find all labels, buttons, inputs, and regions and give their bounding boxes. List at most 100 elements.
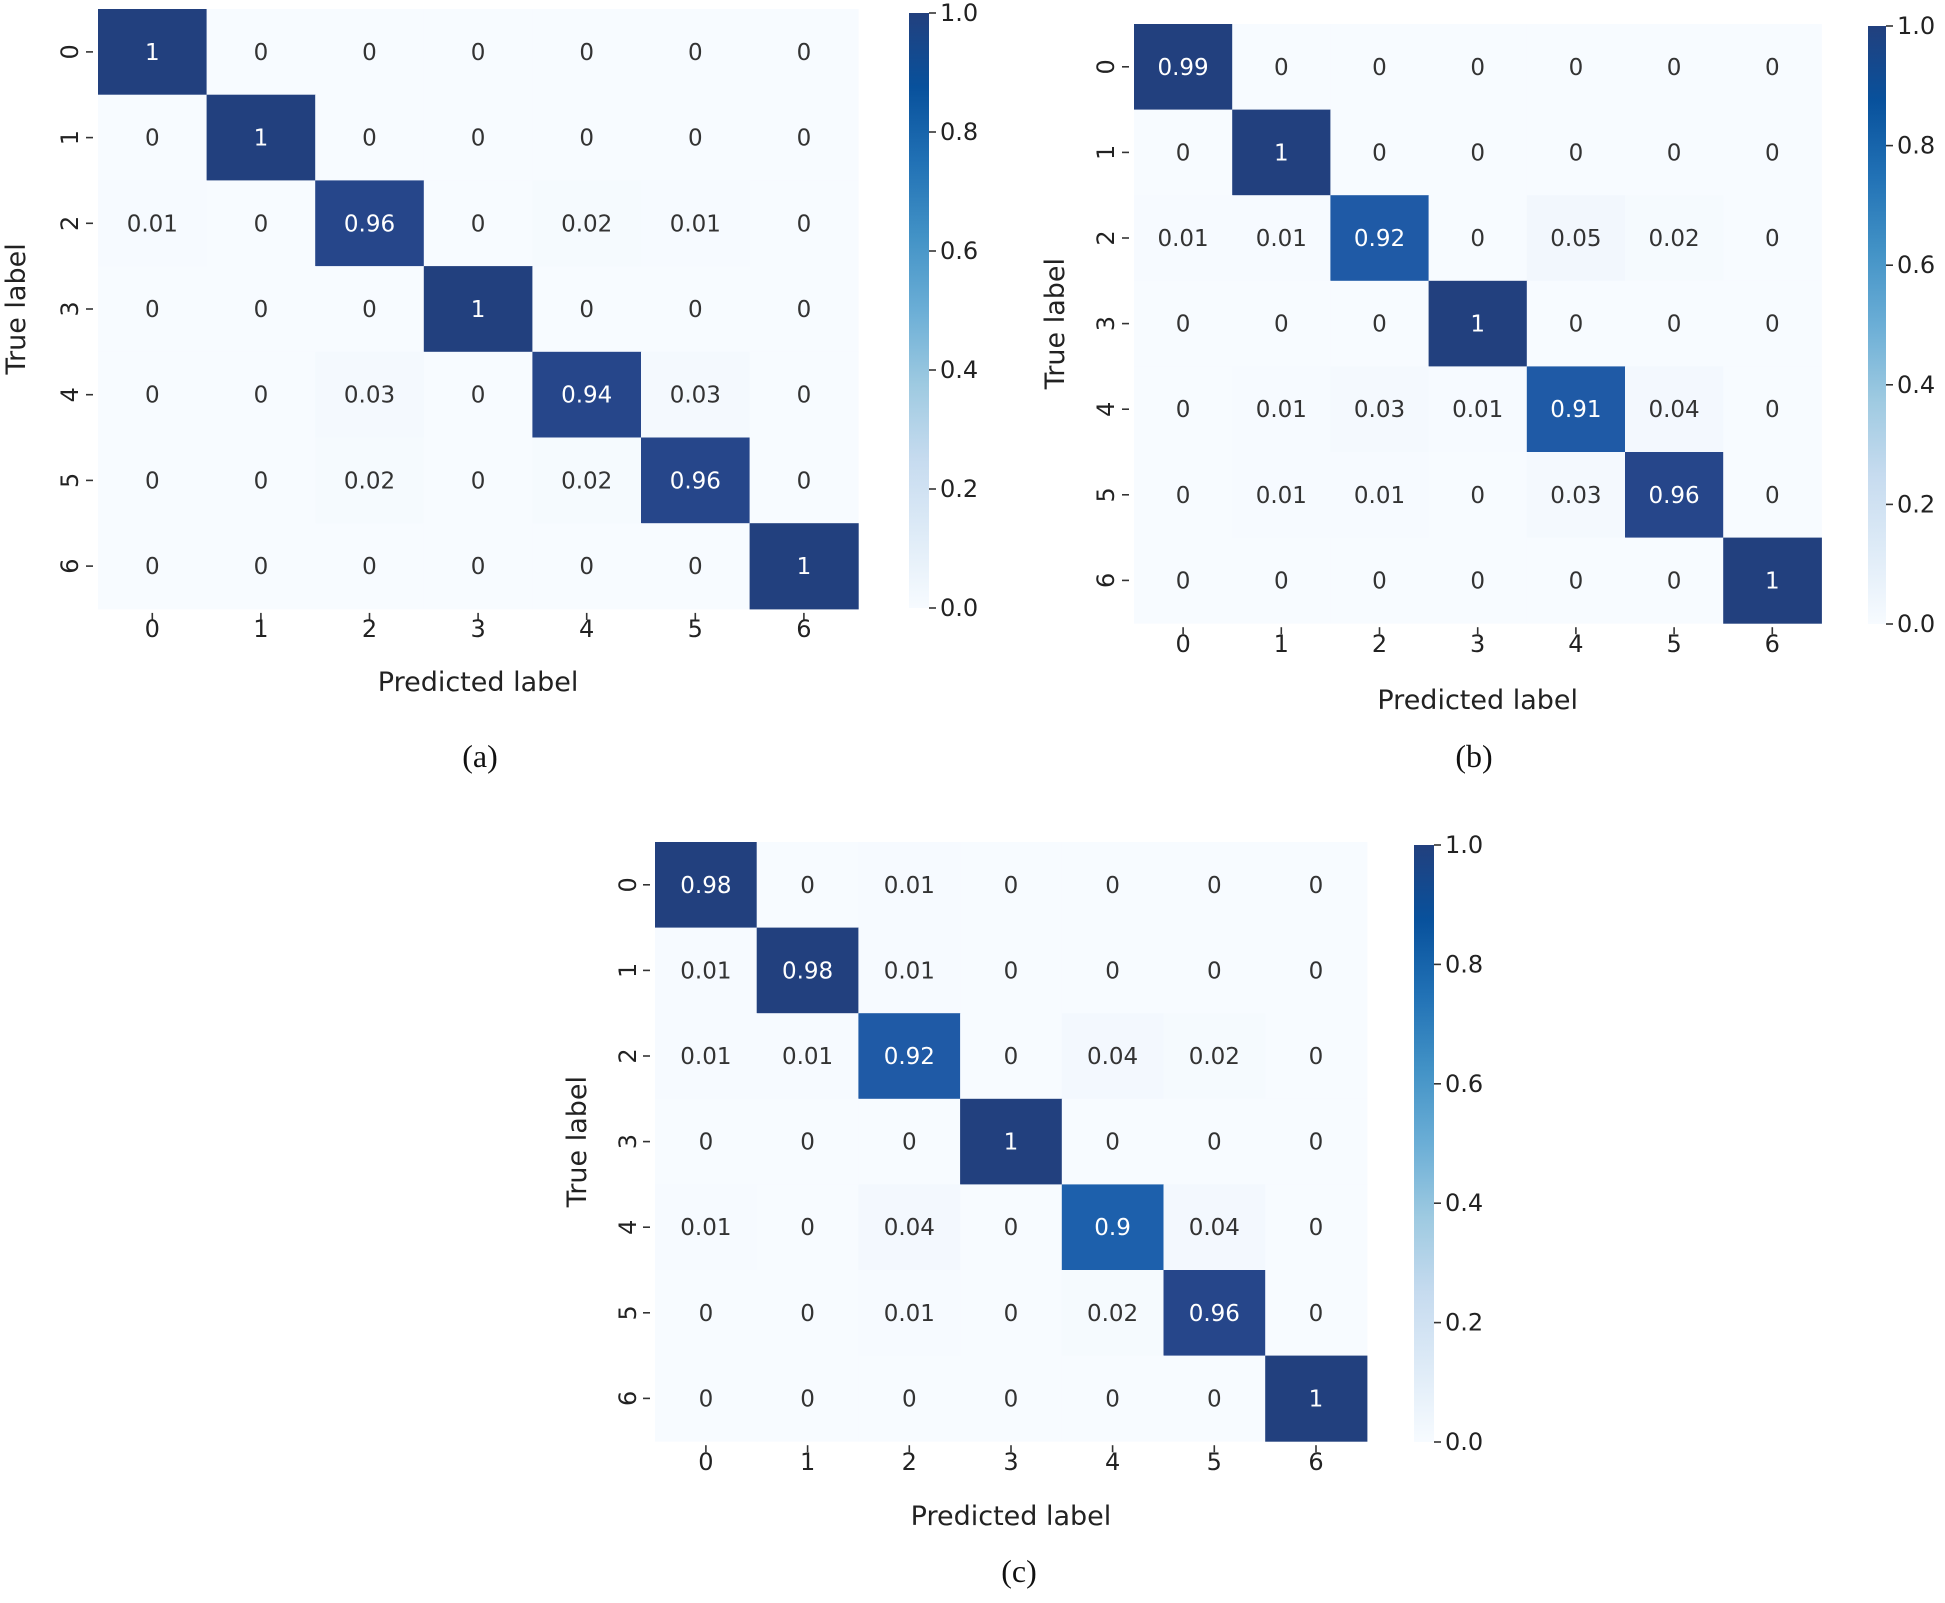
cell-value-label: 0 [1004, 1215, 1019, 1241]
cell-value-label: 0.92 [1354, 226, 1405, 252]
cell-value-label: 0.02 [1648, 226, 1699, 252]
cell-value-label: 1 [145, 40, 160, 66]
heatmap-cell [1526, 195, 1626, 282]
heatmap-cell [98, 523, 208, 610]
cell-value-label: 0.01 [884, 958, 935, 984]
cell-value-label: 0 [1569, 568, 1584, 594]
x-tick-label: 4 [579, 615, 594, 643]
heatmap-cell [960, 1098, 1063, 1185]
heatmap-cell [1163, 842, 1266, 929]
cell-value-label: 0 [1470, 140, 1485, 166]
heatmap-cell [1134, 109, 1233, 196]
heatmap-cell [98, 266, 208, 353]
heatmap-cell [756, 1184, 859, 1271]
cell-value-label: 0 [1765, 140, 1780, 166]
heatmap-cell [1134, 24, 1233, 111]
heatmap-cell [1265, 1098, 1368, 1185]
heatmap-cell [98, 351, 208, 438]
heatmap-cell [1232, 109, 1331, 196]
cell-value-label: 0 [1207, 873, 1222, 899]
heatmap-cell [749, 180, 859, 267]
cell-value-label: 0 [1176, 312, 1191, 338]
heatmap-cell [1526, 280, 1626, 367]
cell-value-label: 0 [362, 554, 377, 580]
cell-value-label: 0 [1309, 1215, 1324, 1241]
heatmap-cell [960, 1184, 1063, 1271]
x-tick-label: 6 [796, 615, 811, 643]
heatmap-cell [858, 1184, 961, 1271]
heatmap-cell [1625, 280, 1724, 367]
cell-value-label: 0 [471, 40, 486, 66]
cell-value-label: 0.01 [1256, 226, 1307, 252]
heatmap-cell [1723, 24, 1822, 111]
panel-caption: (a) [462, 738, 498, 774]
cell-value-label: 0 [1309, 873, 1324, 899]
cell-value-label: 0 [800, 1386, 815, 1412]
heatmap-cell [655, 842, 758, 929]
x-tick-label: 6 [1765, 630, 1780, 658]
cell-value-label: 0 [1372, 140, 1387, 166]
x-tick-label: 1 [253, 615, 268, 643]
cell-value-label: 0 [579, 126, 594, 152]
cell-value-label: 0.91 [1550, 397, 1601, 423]
heatmap-cell [960, 927, 1063, 1014]
cell-value-label: 0 [254, 554, 269, 580]
heatmap-cell [1330, 109, 1430, 196]
x-tick-label: 0 [1175, 630, 1190, 658]
colorbar-tick-label: 1.0 [1897, 12, 1935, 40]
heatmap-cell [1265, 1013, 1368, 1100]
cell-value-label: 0 [471, 211, 486, 237]
cell-value-label: 0 [362, 40, 377, 66]
cell-value-label: 0.02 [1189, 1044, 1240, 1070]
heatmap-cell [655, 1098, 758, 1185]
panel-caption: (b) [1455, 738, 1492, 774]
heatmap-cell [1526, 452, 1626, 539]
cell-value-label: 0 [1470, 568, 1485, 594]
cell-value-label: 0 [471, 126, 486, 152]
cell-value-label: 0 [1372, 55, 1387, 81]
cell-value-label: 0.03 [344, 383, 395, 409]
heatmap-cell [532, 266, 642, 353]
heatmap-cell [1625, 195, 1724, 282]
cell-value-label: 0 [145, 126, 160, 152]
colorbar [1414, 845, 1434, 1442]
y-tick-label: 5 [614, 1305, 642, 1320]
heatmap-cell [423, 266, 533, 353]
heatmap-cell [1232, 24, 1331, 111]
cell-value-label: 0 [1667, 568, 1682, 594]
y-tick-label: 5 [1092, 487, 1120, 502]
cell-value-label: 0 [471, 554, 486, 580]
heatmap-cell [423, 437, 533, 524]
cell-value-label: 0 [699, 1386, 714, 1412]
cell-value-label: 0.01 [680, 1215, 731, 1241]
cell-value-label: 0.01 [782, 1044, 833, 1070]
colorbar-tick-label: 0.6 [1445, 1070, 1483, 1098]
cell-value-label: 0 [254, 211, 269, 237]
cell-value-label: 0 [254, 383, 269, 409]
heatmap-cell [315, 351, 425, 438]
cell-value-label: 0 [1105, 1386, 1120, 1412]
cell-value-label: 0 [471, 383, 486, 409]
x-tick-label: 4 [1568, 630, 1583, 658]
heatmap-cell [1265, 1355, 1368, 1442]
heatmap-cell [960, 1013, 1063, 1100]
cell-value-label: 0 [1004, 1044, 1019, 1070]
cell-value-label: 0 [1004, 958, 1019, 984]
heatmap-cell [1625, 109, 1724, 196]
heatmap-cell [206, 351, 316, 438]
x-tick-label: 1 [1274, 630, 1289, 658]
cell-value-label: 0.01 [670, 211, 721, 237]
cell-value-label: 0 [1274, 568, 1289, 594]
heatmap-cell [1330, 366, 1430, 453]
heatmap-cell [315, 523, 425, 610]
y-tick-label: 5 [56, 473, 84, 488]
heatmap-cell [1232, 195, 1331, 282]
heatmap-cell [655, 1184, 758, 1271]
heatmap-cell [1330, 195, 1430, 282]
cell-value-label: 0 [1004, 873, 1019, 899]
cell-value-label: 0 [800, 1130, 815, 1156]
cell-value-label: 0 [1309, 1130, 1324, 1156]
heatmap-cell [960, 842, 1063, 929]
heatmap-cell [206, 266, 316, 353]
